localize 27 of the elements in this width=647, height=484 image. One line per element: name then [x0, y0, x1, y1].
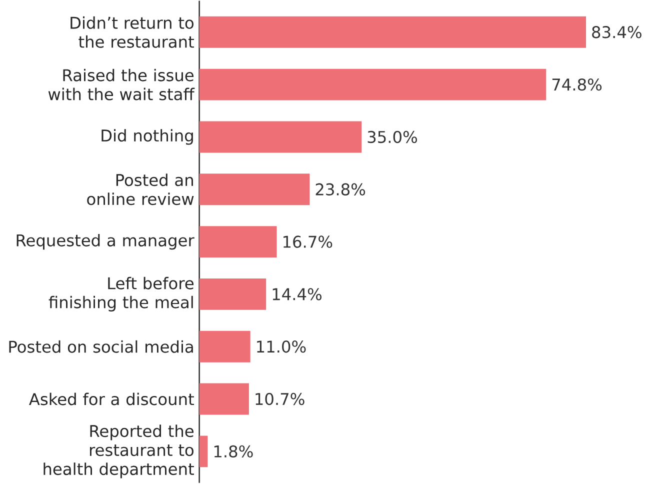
bar [199, 278, 266, 310]
data-label: 35.0% [368, 131, 417, 144]
data-label: 14.4% [272, 288, 322, 301]
data-label: 10.7% [256, 393, 304, 406]
y-tick-label: Did nothing [102, 129, 193, 145]
bar [199, 436, 208, 468]
data-label: 1.8% [214, 446, 253, 458]
bar [199, 174, 310, 206]
y-tick-label: Reported the restaurant to health department [44, 424, 194, 478]
data-label: 74.8% [552, 78, 602, 91]
bar [199, 121, 362, 153]
y-tick-label: Didn’t return to the restaurant [70, 16, 194, 48]
bar [199, 384, 249, 415]
data-label: 83.4% [592, 26, 642, 38]
data-label: 11.0% [257, 340, 306, 353]
y-tick-label: Raised the issue with the wait staff [48, 69, 195, 101]
bar [199, 16, 586, 48]
y-tick-label: Asked for a discount [29, 392, 194, 406]
data-label: 23.8% [316, 183, 366, 196]
bar [199, 69, 546, 101]
y-tick-label: Requested a manager [16, 234, 194, 250]
y-tick-label: Posted an online review [87, 174, 194, 206]
data-label: 16.7% [284, 236, 332, 248]
y-tick-label: Left before finishing the meal [48, 277, 194, 312]
bar [199, 331, 250, 363]
bar [199, 226, 277, 258]
y-tick-label: Posted on social media [9, 340, 193, 354]
